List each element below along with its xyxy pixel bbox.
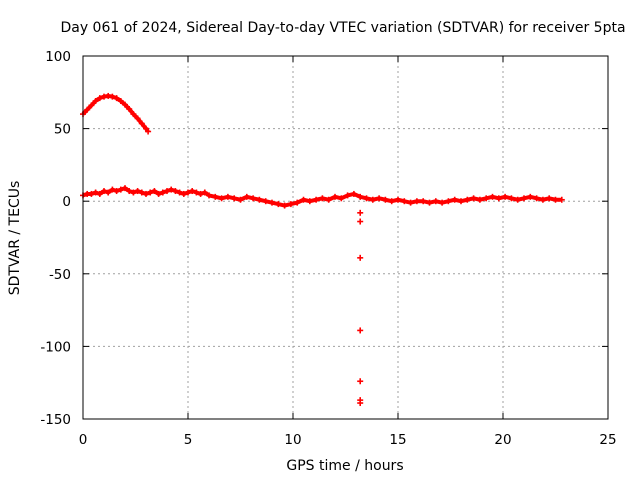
x-tick-label: 20 <box>494 432 511 448</box>
data-point <box>357 218 364 225</box>
data-point <box>357 254 364 261</box>
data-points <box>80 92 565 407</box>
plot-border <box>82 55 609 420</box>
series-band <box>82 186 562 208</box>
x-axis-label: GPS time / hours <box>286 458 403 474</box>
x-tick-label: 0 <box>79 432 88 448</box>
y-tick-label: -100 <box>40 339 71 355</box>
y-tick-label: 50 <box>54 122 71 138</box>
x-tick-label: 5 <box>184 432 193 448</box>
data-point <box>357 400 364 407</box>
y-axis-label: SDTVAR / TECUs <box>7 181 23 296</box>
x-tick-label: 15 <box>389 432 406 448</box>
grid-lines <box>83 56 608 419</box>
data-point <box>357 327 364 334</box>
y-tick-label: 100 <box>45 49 71 65</box>
data-point <box>357 378 364 385</box>
y-tick-label: 0 <box>62 194 71 210</box>
series-band <box>81 93 150 133</box>
data-point <box>357 209 364 216</box>
y-tick-label: -50 <box>49 267 71 283</box>
axis-ticks: 0 5 10 15 20 25 100 50 0 -50 -100 -150 <box>40 49 616 448</box>
x-tick-label: 10 <box>284 432 301 448</box>
x-tick-label: 25 <box>599 432 616 448</box>
y-tick-label: -150 <box>40 412 71 428</box>
chart-title: Day 061 of 2024, Sidereal Day-to-day VTE… <box>60 20 625 36</box>
